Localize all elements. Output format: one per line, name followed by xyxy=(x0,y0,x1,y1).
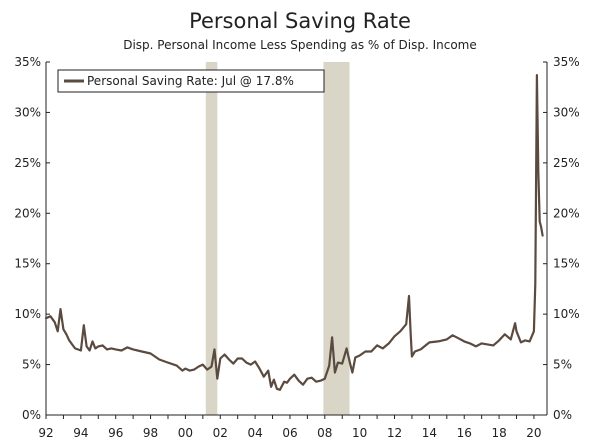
axes: 0% 0% 5% 5% 10% 10% 15% 15% 20% 20% 25% 25% 30% 30% 35… xyxy=(14,55,579,440)
y-tick-label-right: 5% xyxy=(553,358,572,372)
x-tick-label: 10 xyxy=(352,426,367,440)
y-tick-label-right: 10% xyxy=(553,307,580,321)
x-tick-label: 00 xyxy=(178,426,193,440)
recession-band xyxy=(205,62,218,415)
y-tick-label-left: 30% xyxy=(14,105,41,119)
x-tick-label: 04 xyxy=(247,426,262,440)
y-tick-label-left: 35% xyxy=(14,55,41,69)
x-tick-label: 14 xyxy=(422,426,437,440)
recession-band xyxy=(323,62,350,415)
legend: Personal Saving Rate: Jul @ 17.8% xyxy=(57,69,325,93)
x-tick-label: 98 xyxy=(143,426,158,440)
legend-box xyxy=(57,69,325,93)
y-tick-label-right: 30% xyxy=(553,105,580,119)
x-tick-label: 16 xyxy=(457,426,472,440)
y-tick-label-right: 20% xyxy=(553,206,580,220)
chart-subtitle: Disp. Personal Income Less Spending as %… xyxy=(123,38,477,52)
y-tick-label-left: 0% xyxy=(22,408,41,422)
y-tick-label-left: 25% xyxy=(14,156,41,170)
x-tick-label: 94 xyxy=(73,426,88,440)
x-tick-label: 06 xyxy=(282,426,297,440)
recession-shading xyxy=(205,62,350,415)
x-tick-label: 12 xyxy=(387,426,402,440)
y-tick-label-left: 20% xyxy=(14,206,41,220)
x-tick-label: 20 xyxy=(526,426,541,440)
x-tick-label: 92 xyxy=(38,426,53,440)
x-tick-label: 08 xyxy=(317,426,332,440)
y-tick-label-right: 25% xyxy=(553,156,580,170)
series-line xyxy=(44,73,544,391)
x-tick-label: 02 xyxy=(213,426,228,440)
y-tick-label-left: 15% xyxy=(14,257,41,271)
series xyxy=(44,73,544,391)
y-tick-label-right: 35% xyxy=(553,55,580,69)
x-tick-label: 96 xyxy=(108,426,123,440)
y-tick-label-right: 15% xyxy=(553,257,580,271)
chart-title: Personal Saving Rate xyxy=(189,9,411,33)
y-tick-label-left: 5% xyxy=(22,358,41,372)
y-tick-label-right: 0% xyxy=(553,408,572,422)
x-tick-label: 18 xyxy=(491,426,506,440)
legend-label: Personal Saving Rate: Jul @ 17.8% xyxy=(87,74,294,88)
y-tick-label-left: 10% xyxy=(14,307,41,321)
